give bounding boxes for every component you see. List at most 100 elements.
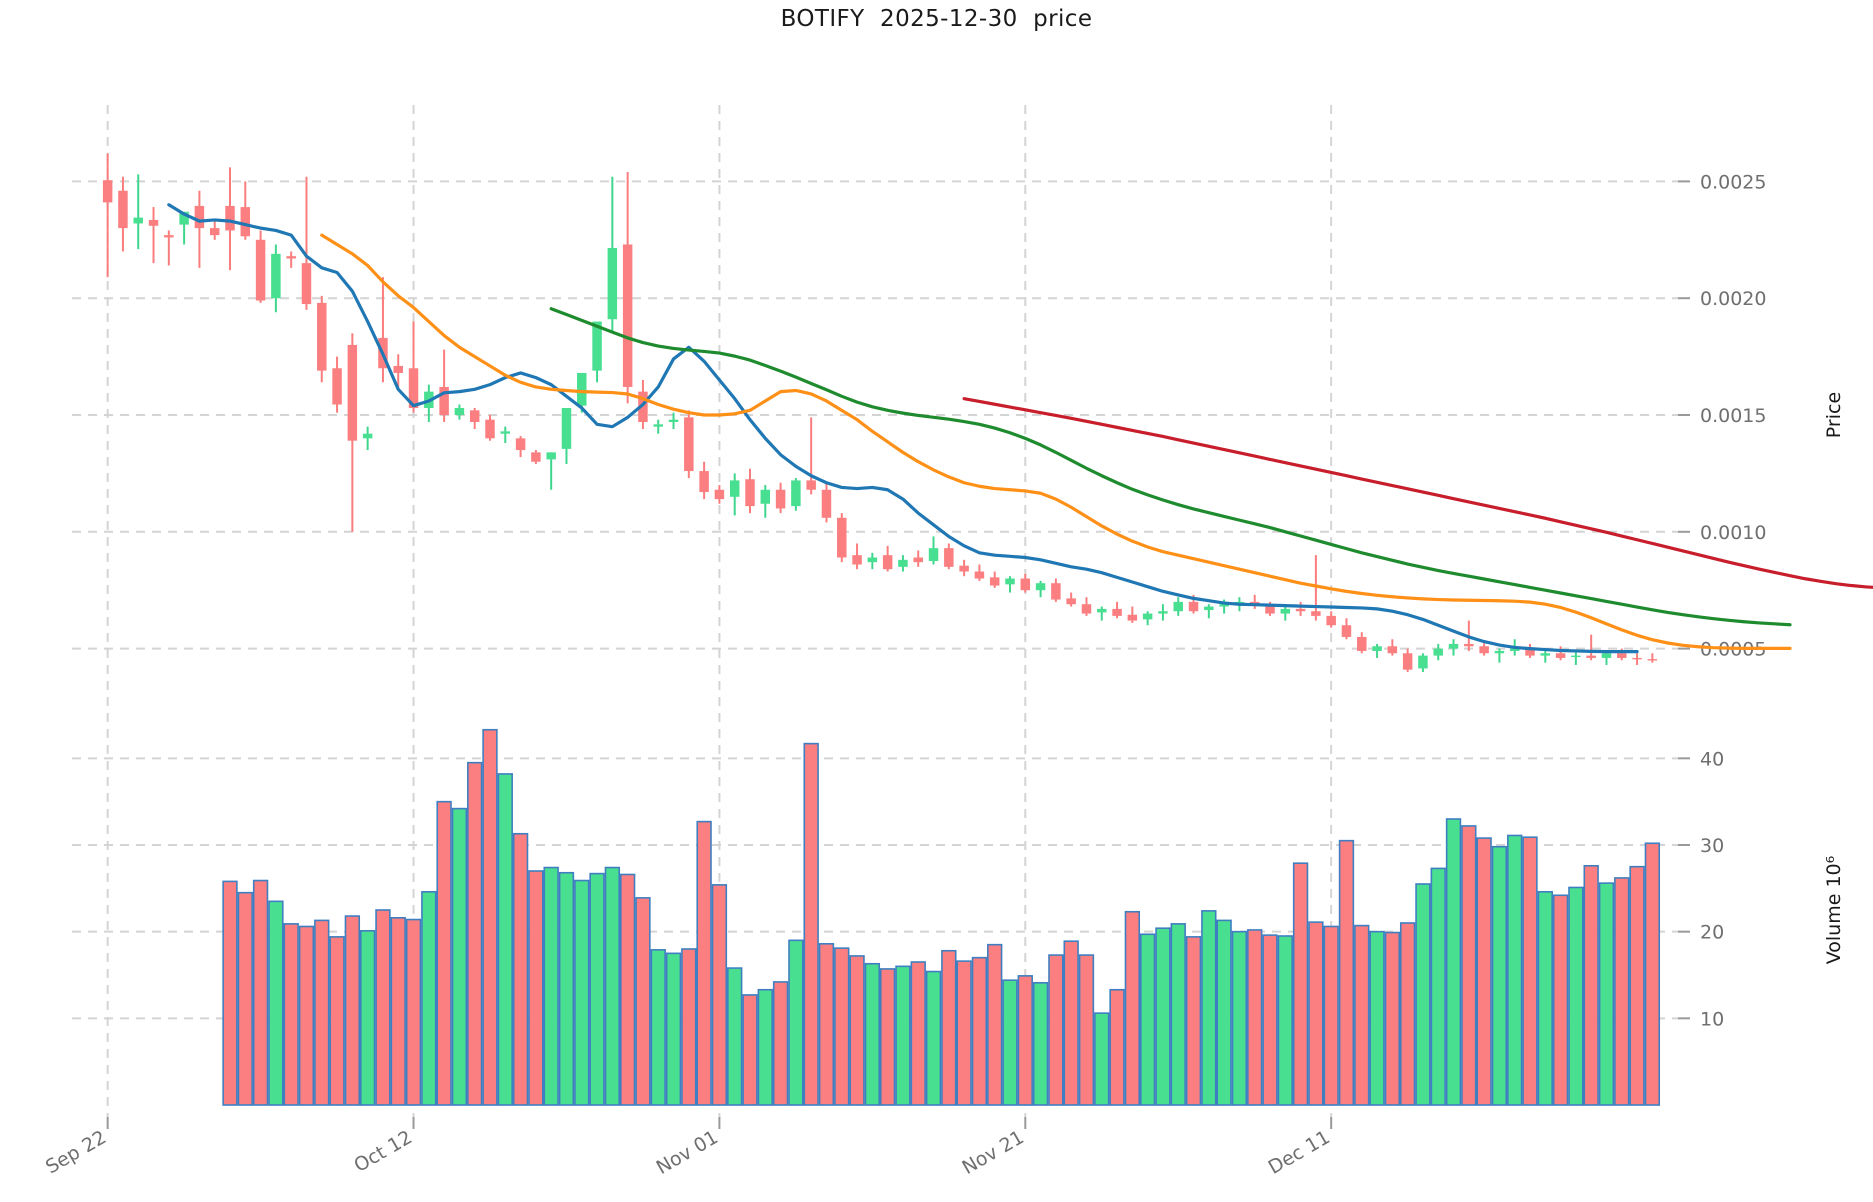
volume-tick-label: 30 [1700, 835, 1724, 857]
volume-bar [436, 800, 452, 1106]
volume-bar [696, 820, 712, 1106]
volume-bar [390, 916, 406, 1106]
volume-bar [1338, 839, 1355, 1106]
candle-body [408, 368, 419, 408]
candle-body [1617, 653, 1627, 658]
candle-body [928, 548, 939, 562]
candle-body [439, 386, 449, 415]
candle-body [102, 180, 113, 203]
volume-bar [1384, 931, 1401, 1106]
candle-body [1265, 604, 1275, 614]
candle-body [1219, 604, 1229, 607]
volume-bar [1323, 925, 1339, 1106]
candle-body [1509, 648, 1520, 651]
candle-body [1005, 578, 1015, 585]
candle-body [821, 489, 832, 518]
volume-bar [864, 962, 881, 1106]
volume-bar [1583, 864, 1599, 1106]
ma-line-3 [549, 307, 1792, 627]
candle-body [1525, 648, 1535, 656]
volume-bar [1399, 922, 1416, 1106]
volume-bar [1002, 979, 1018, 1106]
ma-line-1 [167, 203, 1639, 654]
price-tick-label: 0.0010 [1700, 522, 1766, 544]
volume-series [222, 728, 1661, 1106]
candle-body [255, 239, 266, 301]
volume-bar [451, 807, 468, 1106]
volume-bar [1109, 988, 1125, 1106]
price-tick-label: 0.0025 [1700, 171, 1766, 193]
candle-body [775, 489, 786, 509]
volume-bar [237, 891, 253, 1106]
volume-bar [359, 929, 376, 1106]
candle-body [531, 452, 541, 462]
volume-bar [1354, 924, 1370, 1106]
volume-bar [1139, 933, 1156, 1106]
candle-body [561, 407, 572, 449]
candle-body [577, 372, 587, 406]
volume-bar [941, 949, 957, 1106]
price-tick-label: 0.0015 [1700, 405, 1766, 427]
candle-body [133, 217, 143, 224]
candle-body [592, 321, 602, 371]
candle-body [1127, 614, 1138, 621]
volume-tick-label: 20 [1700, 922, 1724, 944]
candle-body [653, 424, 663, 427]
candle-body [1188, 601, 1199, 612]
volume-bar [1644, 842, 1661, 1106]
ma-line-2 [320, 233, 1792, 650]
chart-title: BOTIFY 2025-12-30 price [780, 6, 1093, 32]
candle-body [1158, 611, 1168, 614]
volume-bar [574, 879, 590, 1106]
candle-body [1402, 653, 1413, 670]
volume-bar [956, 960, 972, 1106]
candle-body [332, 368, 342, 405]
candle-body [1387, 646, 1398, 654]
candle-body [1112, 608, 1122, 616]
volume-bar [1415, 883, 1431, 1106]
volume-bar [252, 879, 269, 1106]
volume-bar [543, 866, 559, 1106]
volume-bar [987, 943, 1003, 1106]
volume-bar [1185, 936, 1202, 1106]
candle-body [1647, 659, 1658, 661]
candle-body [959, 565, 969, 572]
candle-body [913, 557, 923, 563]
volume-bar [1614, 877, 1630, 1106]
candle-body [1081, 604, 1092, 614]
volume-bar [650, 949, 666, 1106]
volume-bar [1231, 930, 1248, 1106]
ma-line-4 [962, 397, 1873, 589]
candle-body [225, 205, 235, 231]
candle-body [1571, 655, 1581, 658]
volume-bar [1445, 818, 1462, 1106]
volume-bar [329, 936, 345, 1106]
volume-bar [1537, 890, 1553, 1106]
volume-bar [681, 948, 697, 1106]
volume-bar [772, 981, 789, 1106]
candle-body [1601, 653, 1612, 658]
candle-body [301, 263, 312, 305]
volume-bar [482, 728, 498, 1106]
volume-bar [619, 873, 636, 1106]
candle-body [1020, 578, 1031, 591]
candle-body [1035, 583, 1046, 591]
volume-tick-label: 10 [1700, 1008, 1724, 1030]
volume-bar [742, 994, 758, 1106]
candle-body [622, 244, 633, 387]
volume-bar [803, 742, 819, 1106]
volume-bar [604, 866, 621, 1106]
candle-body [485, 419, 495, 439]
volume-bar [283, 923, 299, 1106]
volume-bar [1032, 981, 1049, 1106]
candle-body [164, 235, 174, 238]
candle-body [271, 253, 281, 299]
volume-bar [375, 909, 391, 1106]
candle-body [347, 344, 358, 441]
volume-bar [879, 968, 896, 1106]
candle-body [729, 480, 740, 497]
volume-bar [1048, 954, 1064, 1106]
candle-body [974, 571, 985, 579]
volume-bar [222, 880, 238, 1106]
